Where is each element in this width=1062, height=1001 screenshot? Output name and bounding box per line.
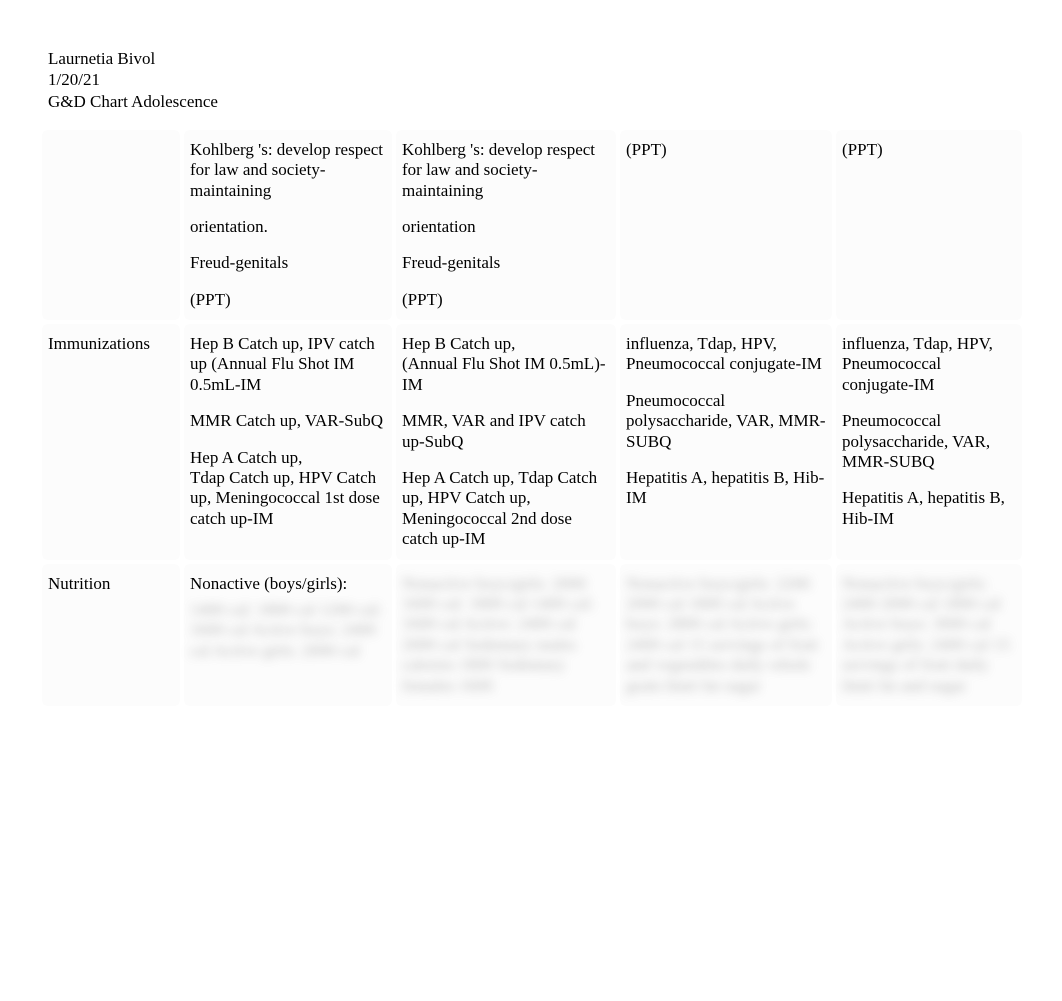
- row-label-theory: [42, 130, 180, 320]
- cell-text: Hep A Catch up, Tdap Catch up, HPV Catch…: [402, 468, 610, 550]
- document-date: 1/20/21: [48, 69, 1062, 90]
- cell-text: Nonactive (boys/girls):: [190, 574, 386, 594]
- cell-text: (PPT): [842, 140, 1016, 160]
- blurred-text: 1400 cal: 1800 cal 1200 cal: 1600 cal Ac…: [190, 600, 386, 661]
- nutrition-col2: Nonactive boys/girls: 2000 1600 cal: 180…: [396, 564, 616, 706]
- cell-text: orientation.: [190, 217, 386, 237]
- table-row-nutrition: Nutrition Nonactive (boys/girls): 1400 c…: [42, 564, 1022, 706]
- cell-text: Hep A Catch up,: [190, 448, 386, 468]
- row-label-nutrition: Nutrition: [42, 564, 180, 706]
- theory-col2: Kohlberg 's: develop respect for law and…: [396, 130, 616, 320]
- cell-text: (PPT): [402, 290, 610, 310]
- table-row-theory: Kohlberg 's: develop respect for law and…: [42, 130, 1022, 320]
- immunizations-col2: Hep B Catch up, (Annual Flu Shot IM 0.5m…: [396, 324, 616, 560]
- nutrition-col4: Nonactive boys/girls: 2400 2000 cal 1800…: [836, 564, 1022, 706]
- cell-text: Hep B Catch up,: [402, 334, 610, 354]
- immunizations-col3: influenza, Tdap, HPV, Pneumococcal conju…: [620, 324, 832, 560]
- cell-text: Hepatitis A, hepatitis B, Hib-IM: [842, 488, 1016, 529]
- cell-text: MMR Catch up, VAR-SubQ: [190, 411, 386, 431]
- theory-col1: Kohlberg 's: develop respect for law and…: [184, 130, 392, 320]
- cell-text: Kohlberg 's: develop respect for law and…: [190, 140, 386, 201]
- cell-text: Hep B Catch up, IPV catch up (Annual Flu…: [190, 334, 386, 395]
- nutrition-col3: Nonactive boys/girls: 2200 2000 cal 1800…: [620, 564, 832, 706]
- immunizations-col4: influenza, Tdap, HPV, Pneumococcal conju…: [836, 324, 1022, 560]
- cell-text: (PPT): [190, 290, 386, 310]
- cell-text: Pneumococcal polysaccharide, VAR, MMR-SU…: [626, 391, 826, 452]
- cell-text: orientation: [402, 217, 610, 237]
- theory-col4: (PPT): [836, 130, 1022, 320]
- blurred-text: Nonactive boys/girls: 2200 2000 cal 1800…: [626, 574, 826, 696]
- cell-text: influenza, Tdap, HPV, Pneumococcal conju…: [626, 334, 826, 375]
- cell-text: Freud-genitals: [402, 253, 610, 273]
- blurred-text: Nonactive boys/girls: 2400 2000 cal 1800…: [842, 574, 1016, 696]
- cell-text: influenza, Tdap, HPV, Pneumococcal conju…: [842, 334, 1016, 395]
- cell-text: Kohlberg 's: develop respect for law and…: [402, 140, 610, 201]
- document-header: Laurnetia Bivol 1/20/21 G&D Chart Adoles…: [0, 0, 1062, 112]
- document-title: G&D Chart Adolescence: [48, 91, 1062, 112]
- cell-text: MMR, VAR and IPV catch up-SubQ: [402, 411, 610, 452]
- cell-text: (PPT): [626, 140, 826, 160]
- cell-text: Tdap Catch up, HPV Catch up, Meningococc…: [190, 468, 386, 529]
- theory-col3: (PPT): [620, 130, 832, 320]
- row-label-immunizations: Immunizations: [42, 324, 180, 560]
- immunizations-col1: Hep B Catch up, IPV catch up (Annual Flu…: [184, 324, 392, 560]
- cell-text: (Annual Flu Shot IM 0.5mL)-IM: [402, 354, 610, 395]
- cell-text: Freud-genitals: [190, 253, 386, 273]
- table-row-immunizations: Immunizations Hep B Catch up, IPV catch …: [42, 324, 1022, 560]
- nutrition-col1: Nonactive (boys/girls): 1400 cal: 1800 c…: [184, 564, 392, 706]
- cell-text: Hepatitis A, hepatitis B, Hib-IM: [626, 468, 826, 509]
- cell-text: Pneumococcal polysaccharide, VAR, MMR-SU…: [842, 411, 1016, 472]
- author-name: Laurnetia Bivol: [48, 48, 1062, 69]
- gd-chart-table: Kohlberg 's: develop respect for law and…: [38, 126, 1026, 710]
- blurred-text: Nonactive boys/girls: 2000 1600 cal: 180…: [402, 574, 610, 696]
